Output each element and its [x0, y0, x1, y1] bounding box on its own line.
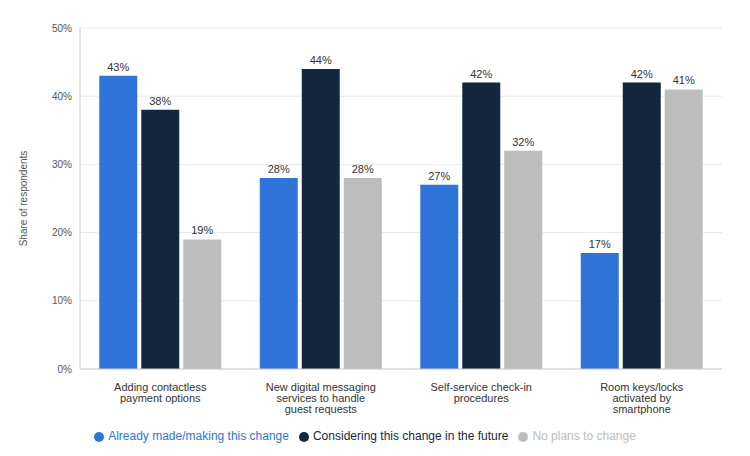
svg-text:Room keys/locksactivated bysma: Room keys/locksactivated bysmartphone: [600, 381, 684, 415]
svg-text:32%: 32%: [512, 136, 534, 148]
svg-text:30%: 30%: [52, 159, 72, 170]
svg-text:42%: 42%: [631, 68, 653, 80]
svg-text:44%: 44%: [310, 54, 332, 66]
svg-text:Self-service check-inprocedure: Self-service check-inprocedures: [431, 381, 532, 404]
svg-text:Adding contactlesspayment opti: Adding contactlesspayment options: [114, 381, 207, 404]
svg-text:17%: 17%: [589, 238, 611, 250]
html-text:Already made/making this chang: Already made/making this change: [108, 429, 289, 443]
svg-text:42%: 42%: [470, 68, 492, 80]
svg-text:27%: 27%: [428, 170, 450, 182]
svg-text:Share of respondents: Share of respondents: [18, 151, 29, 247]
svg-text:20%: 20%: [52, 227, 72, 238]
svg-text:38%: 38%: [149, 95, 171, 107]
svg-text:0%: 0%: [58, 364, 73, 375]
svg-text:New digital messagingservices: New digital messagingservices to handleg…: [266, 381, 376, 415]
html-text:Considering this change in the: Considering this change in the future: [313, 429, 509, 443]
svg-text:43%: 43%: [107, 61, 129, 73]
svg-text:50%: 50%: [52, 23, 72, 34]
svg-text:10%: 10%: [52, 295, 72, 306]
svg-text:19%: 19%: [191, 224, 213, 236]
html-text:No plans to change: No plans to change: [532, 429, 636, 443]
svg-text:28%: 28%: [268, 163, 290, 175]
svg-text:40%: 40%: [52, 91, 72, 102]
svg-text:41%: 41%: [673, 74, 695, 86]
svg-text:28%: 28%: [352, 163, 374, 175]
